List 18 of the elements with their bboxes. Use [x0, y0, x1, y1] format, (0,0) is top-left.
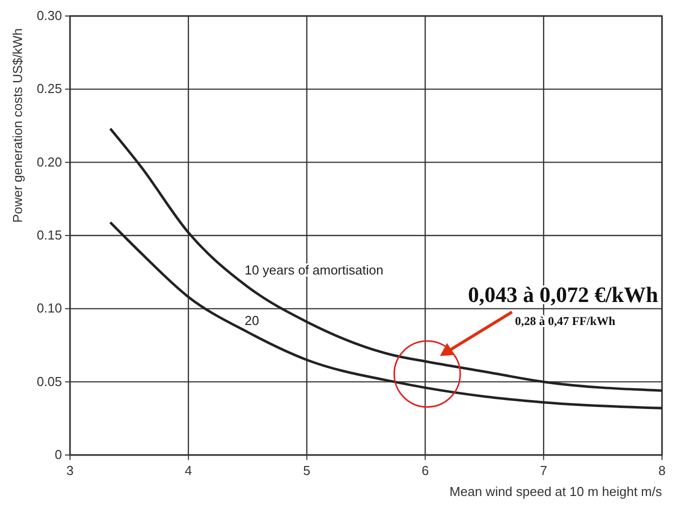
y-tick-label: 0.15 [36, 228, 62, 242]
line-series [109, 221, 664, 410]
x-tick-label: 7 [540, 463, 548, 478]
line-series [109, 127, 664, 392]
x-tick-label: 5 [303, 463, 310, 478]
series-label: 20 [244, 313, 260, 328]
x-tick-label: 4 [184, 463, 192, 478]
y-tick-label: 0 [54, 447, 62, 462]
x-tick-label: 6 [422, 463, 429, 478]
y-tick-label: 0.30 [36, 8, 62, 23]
x-tick-label: 3 [66, 463, 74, 478]
y-tick-label: 0.05 [36, 374, 62, 389]
x-tick-label: 8 [658, 463, 666, 478]
y-tick-label: 0.10 [36, 300, 62, 316]
y-tick-label: 0.25 [36, 81, 62, 96]
y-axis-title: Power generation costs US$/kWh [10, 28, 25, 223]
y-tick-label: 0.20 [36, 154, 62, 170]
x-axis-title: Mean wind speed at 10 m height m/s [450, 484, 662, 499]
